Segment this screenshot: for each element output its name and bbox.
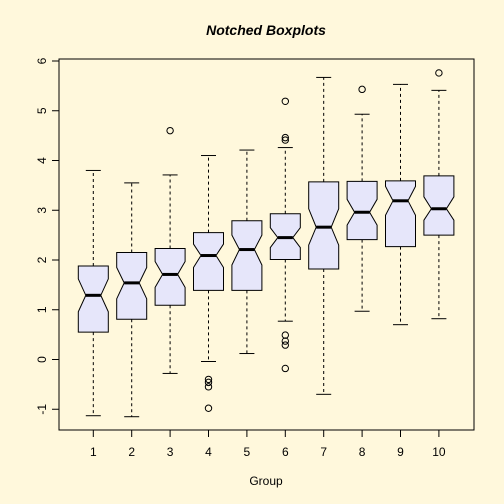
y-axis: -1 0 1 2 3 4 5 6 xyxy=(35,57,60,415)
y-tick-label: 4 xyxy=(35,157,49,164)
notched-box xyxy=(116,252,148,320)
x-tick-label: 3 xyxy=(167,445,174,459)
notched-box xyxy=(231,220,263,291)
y-tick-label: 3 xyxy=(35,207,49,214)
notched-box xyxy=(308,181,340,270)
outlier-point xyxy=(204,378,213,387)
outlier-point xyxy=(435,69,443,77)
outlier-point xyxy=(281,97,289,105)
outlier-point xyxy=(204,404,213,412)
y-tick-label: 2 xyxy=(35,256,49,263)
box-group-6 xyxy=(269,97,301,373)
y-tick-label: -1 xyxy=(35,404,49,415)
box-group-4 xyxy=(193,155,224,412)
y-tick-label: 1 xyxy=(35,306,49,313)
x-tick-label: 7 xyxy=(320,445,327,459)
outlier-point xyxy=(281,341,289,349)
x-tick-label: 6 xyxy=(282,445,289,459)
outlier-point xyxy=(204,375,213,384)
x-tick-label: 8 xyxy=(359,445,366,459)
box-group-2 xyxy=(116,182,148,418)
notched-box xyxy=(154,248,186,306)
box-group-9 xyxy=(385,83,416,326)
x-axis: 1 2 3 4 5 6 7 8 9 10 xyxy=(90,429,446,459)
notched-box xyxy=(77,265,109,333)
outlier-point xyxy=(166,126,174,135)
x-tick-label: 4 xyxy=(205,445,212,459)
outlier-point xyxy=(358,85,366,94)
x-axis-title: Group xyxy=(249,474,283,488)
box-group-8 xyxy=(346,85,378,312)
outlier-point xyxy=(281,337,289,345)
outlier-point xyxy=(281,133,289,142)
x-tick-label: 1 xyxy=(90,445,97,459)
notched-box xyxy=(385,180,416,248)
box-group-1 xyxy=(77,169,109,417)
box-group-7 xyxy=(308,76,340,395)
outlier-point xyxy=(204,383,213,391)
box-group-3 xyxy=(154,126,186,374)
y-tick-label: 6 xyxy=(35,57,49,64)
outlier-point xyxy=(281,136,289,144)
y-tick-label: 5 xyxy=(35,107,49,114)
outlier-point xyxy=(281,364,289,373)
box-group-5 xyxy=(231,149,263,355)
x-tick-label: 10 xyxy=(432,445,446,459)
notched-box xyxy=(423,175,455,236)
chart-title: Notched Boxplots xyxy=(206,22,326,38)
x-tick-label: 9 xyxy=(397,445,404,459)
notched-box xyxy=(346,180,378,241)
notched-box xyxy=(193,232,224,291)
y-tick-label: 0 xyxy=(35,356,49,363)
x-tick-label: 2 xyxy=(128,445,135,459)
x-tick-label: 5 xyxy=(244,445,251,459)
box-group-10 xyxy=(423,69,455,320)
boxes xyxy=(77,69,455,418)
